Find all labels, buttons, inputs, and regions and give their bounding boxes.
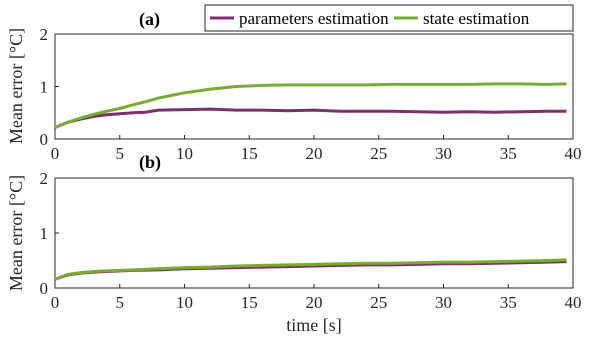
x-tick-label-a: 0 [51, 144, 60, 163]
y-tick-label-a: 1 [40, 78, 49, 97]
x-tick-label-b: 35 [500, 293, 517, 312]
x-tick-label-a: 25 [370, 144, 387, 163]
x-tick-label-a: 10 [176, 144, 193, 163]
y-tick-label-a: 2 [40, 25, 49, 44]
plot-area-a [54, 33, 574, 140]
y-tick-label-b: 1 [40, 224, 49, 243]
x-tick-label-b: 40 [565, 293, 582, 312]
x-tick-label-b: 25 [370, 293, 387, 312]
panel-label-a: (a) [139, 9, 160, 30]
x-tick-label-b: 5 [116, 293, 125, 312]
panel-a: 0 5 10 15 20 25 30 35 40 0 1 2 (a) Mean error [°C] [6, 9, 582, 163]
x-tick-label-a: 35 [500, 144, 517, 163]
y-axis-label-a: Mean error [°C] [6, 28, 26, 144]
panel-label-b: (b) [139, 152, 161, 173]
legend: parameters estimation state estimation [204, 4, 574, 32]
legend-label-state: state estimation [423, 9, 530, 28]
x-tick-label-b: 30 [435, 293, 452, 312]
x-tick-label-b: 20 [306, 293, 323, 312]
x-tick-label-b: 10 [176, 293, 193, 312]
x-tick-label-a: 30 [435, 144, 452, 163]
y-tick-label-b: 2 [40, 169, 49, 188]
series-line-state-a [54, 82, 567, 129]
legend-label-parameters: parameters estimation [239, 9, 389, 28]
y-tick-label-b: 0 [40, 279, 49, 298]
series-line-parameters-a [54, 107, 567, 129]
x-tick-label-a: 5 [116, 144, 125, 163]
x-axis-label-b: time [s] [286, 315, 342, 335]
x-tick-label-a: 20 [306, 144, 323, 163]
x-tick-label-a: 40 [565, 144, 582, 163]
y-axis-label-b: Mean error [°C] [6, 175, 26, 291]
series-line-state-b [54, 258, 567, 281]
y-tick-label-a: 0 [40, 130, 49, 149]
x-tick-label-b: 0 [51, 293, 60, 312]
x-tick-label-a: 15 [241, 144, 258, 163]
legend-box [204, 4, 574, 32]
x-tick-label-b: 15 [241, 293, 258, 312]
